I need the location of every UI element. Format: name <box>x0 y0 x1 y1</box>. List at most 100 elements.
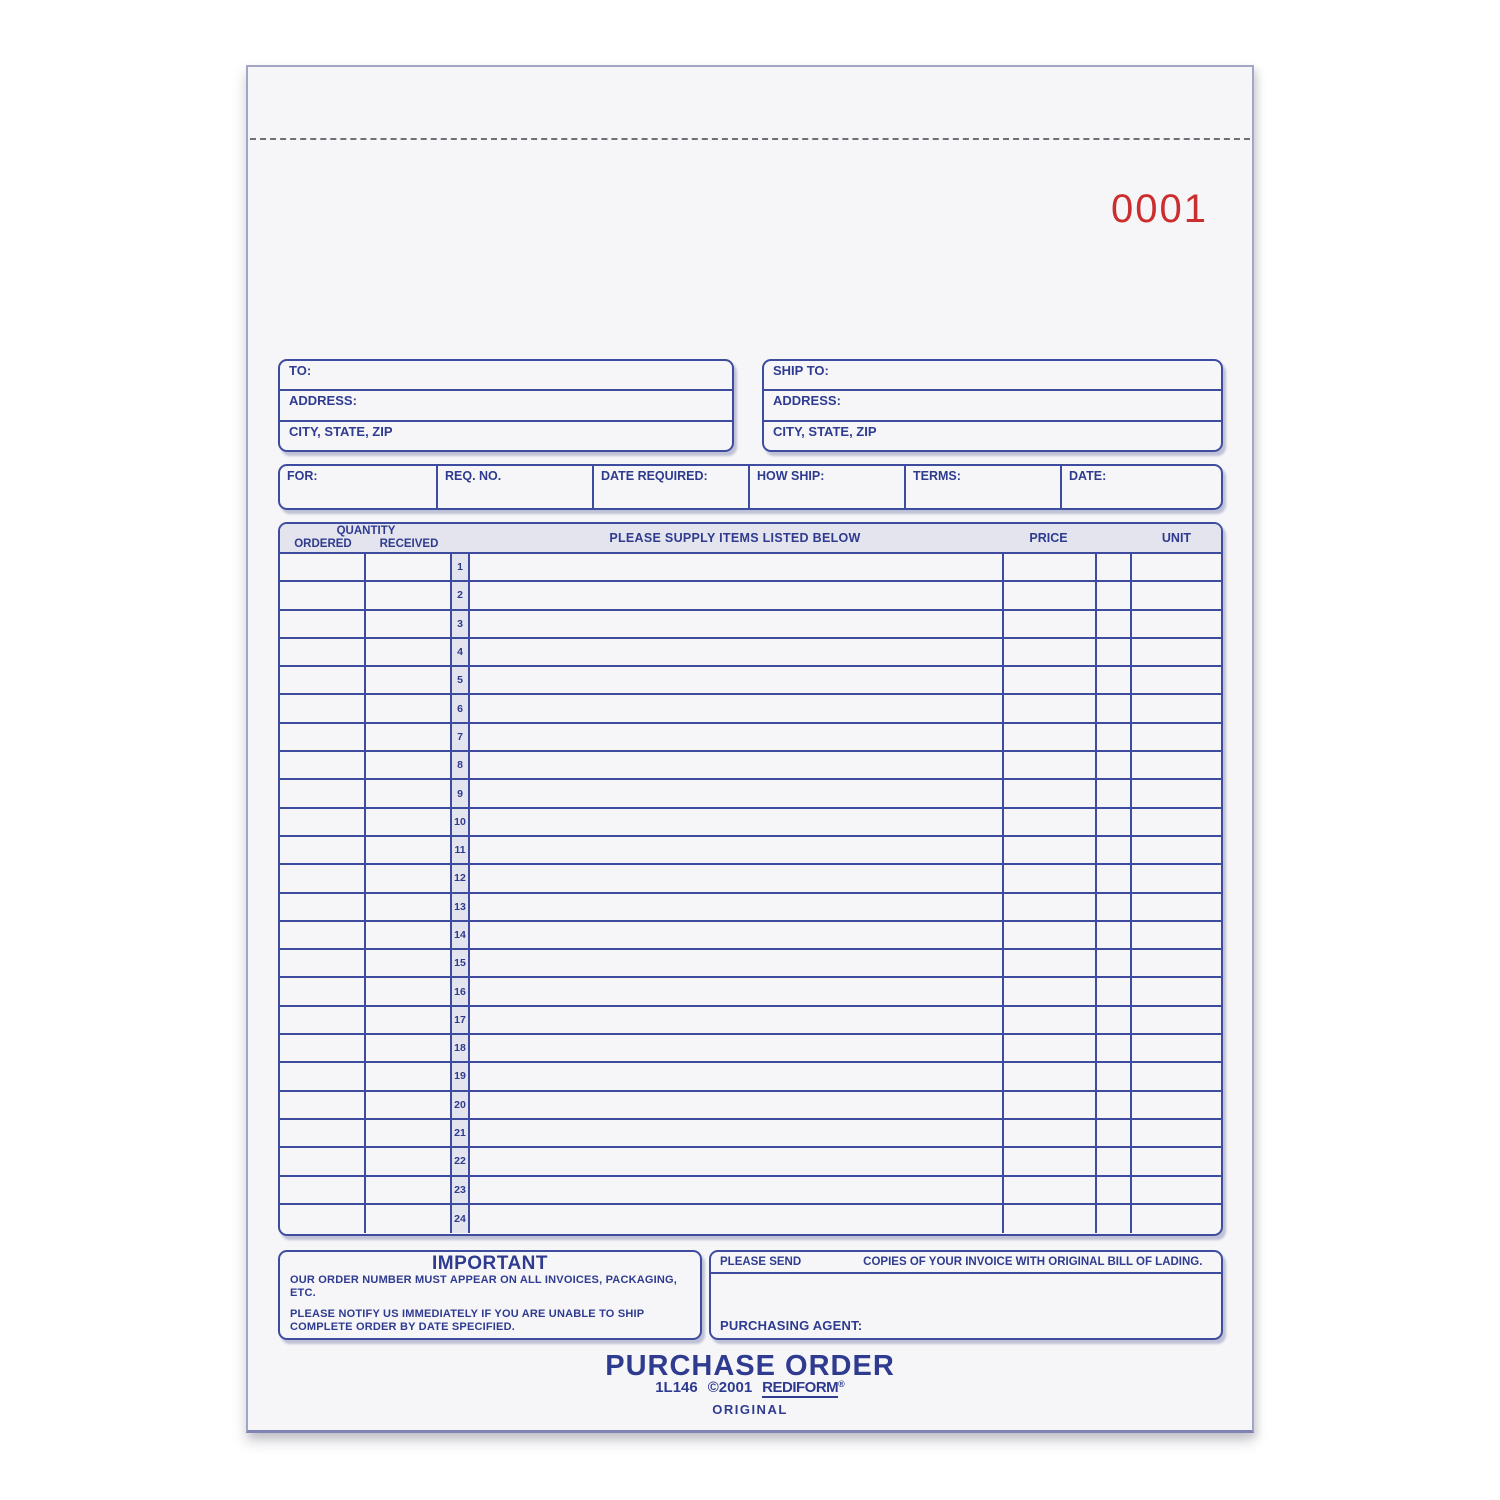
received-cell <box>366 950 452 977</box>
row-number: 8 <box>452 752 470 779</box>
unit-cell <box>1132 1063 1221 1089</box>
important-paragraph-2: PLEASE NOTIFY US IMMEDIATELY IF YOU ARE … <box>290 1308 645 1333</box>
price-cell <box>1004 836 1097 864</box>
for-field: FOR: <box>287 469 318 483</box>
price-cents-cell <box>1097 780 1132 807</box>
ordered-cell <box>280 638 366 666</box>
price-cell <box>1004 723 1097 751</box>
row-number: 23 <box>452 1176 470 1203</box>
ordered-cell <box>280 1063 366 1090</box>
row-number: 3 <box>452 610 470 637</box>
received-cell <box>366 723 452 751</box>
received-cell <box>366 808 452 835</box>
unit-cell <box>1132 922 1221 948</box>
unit-header: UNIT <box>1161 531 1192 545</box>
price-cents-cell <box>1097 1204 1132 1234</box>
price-cents-cell <box>1097 978 1132 1005</box>
item-description-cell <box>470 1148 1004 1175</box>
item-row: 20 <box>280 1091 1221 1120</box>
row-number: 21 <box>452 1119 470 1147</box>
price-cell <box>1004 752 1097 779</box>
unit-cell <box>1132 978 1221 1004</box>
price-cell <box>1004 978 1097 1005</box>
row-number: 22 <box>452 1148 470 1175</box>
price-cell <box>1004 1063 1097 1090</box>
item-description-cell <box>470 723 1004 751</box>
received-cell <box>366 695 452 722</box>
price-cell <box>1004 1006 1097 1034</box>
unit-cell <box>1132 1205 1221 1233</box>
price-cents-cell <box>1097 1063 1132 1090</box>
item-description-cell <box>470 752 1004 779</box>
form-serial-number: 0001 <box>1111 187 1208 231</box>
to-address-field: ADDRESS: <box>280 389 732 419</box>
received-cell <box>366 1035 452 1062</box>
unit-cell <box>1132 780 1221 806</box>
item-row: 11 <box>280 836 1221 866</box>
price-cents-cell <box>1097 950 1132 977</box>
price-cents-cell <box>1097 1035 1132 1062</box>
price-cents-cell <box>1097 836 1132 864</box>
unit-cell <box>1132 695 1221 721</box>
date-field: DATE: <box>1060 466 1221 508</box>
ordered-cell <box>280 1204 366 1234</box>
item-row: 4 <box>280 638 1221 668</box>
ordered-cell <box>280 865 366 892</box>
price-cell <box>1004 893 1097 920</box>
price-cents-cell <box>1097 893 1132 920</box>
unit-cell <box>1132 1092 1221 1118</box>
price-cell <box>1004 695 1097 722</box>
order-info-row: FOR: REQ. NO. DATE REQUIRED: HOW SHIP: T… <box>278 464 1223 510</box>
price-cell <box>1004 1204 1097 1234</box>
item-description-cell <box>470 1006 1004 1034</box>
item-row: 18 <box>280 1035 1221 1064</box>
form-code: 1L146 <box>655 1379 698 1396</box>
unit-cell <box>1132 894 1221 920</box>
item-description-cell <box>470 1063 1004 1090</box>
price-cents-cell <box>1097 582 1132 609</box>
to-address-box: TO: ADDRESS: CITY, STATE, ZIP <box>278 359 734 452</box>
item-row: 3 <box>280 610 1221 639</box>
invoice-copies-box: PLEASE SEND COPIES OF YOUR INVOICE WITH … <box>709 1250 1223 1340</box>
ordered-cell <box>280 667 366 694</box>
received-cell <box>366 582 452 609</box>
item-description-cell <box>470 950 1004 977</box>
item-description-cell <box>470 582 1004 609</box>
received-cell <box>366 1148 452 1175</box>
ship-to-address-box: SHIP TO: ADDRESS: CITY, STATE, ZIP <box>762 359 1223 452</box>
quantity-header: QUANTITY <box>336 525 396 537</box>
ordered-cell <box>280 1176 366 1203</box>
price-cell <box>1004 1148 1097 1175</box>
received-cell <box>366 554 452 581</box>
row-number: 5 <box>452 667 470 694</box>
received-cell <box>366 752 452 779</box>
item-row: 7 <box>280 723 1221 753</box>
item-description-cell <box>470 836 1004 864</box>
unit-cell <box>1132 582 1221 608</box>
received-cell <box>366 978 452 1005</box>
item-description-cell <box>470 610 1004 637</box>
copies-instruction: COPIES OF YOUR INVOICE WITH ORIGINAL BIL… <box>863 1256 1203 1268</box>
received-cell <box>366 1204 452 1234</box>
price-cents-cell <box>1097 808 1132 835</box>
quantity-header-group: QUANTITY ORDERED RECEIVED <box>280 525 452 551</box>
item-description-cell <box>470 865 1004 892</box>
ordered-cell <box>280 554 366 581</box>
item-row: 5 <box>280 667 1221 696</box>
item-row: 9 <box>280 780 1221 809</box>
ship-city-state-zip-field: CITY, STATE, ZIP <box>764 419 1221 450</box>
to-field: TO: <box>289 363 312 378</box>
item-row: 12 <box>280 865 1221 894</box>
unit-cell <box>1132 950 1221 976</box>
unit-cell <box>1132 1148 1221 1174</box>
unit-cell <box>1132 554 1221 580</box>
price-cents-cell <box>1097 1091 1132 1118</box>
received-cell <box>366 610 452 637</box>
important-title: IMPORTANT <box>431 1253 549 1274</box>
price-cents-cell <box>1097 610 1132 637</box>
rediform-logo: REDIFORM <box>762 1379 839 1398</box>
please-send-row: PLEASE SEND COPIES OF YOUR INVOICE WITH … <box>711 1252 1221 1274</box>
form-title: PURCHASE ORDER <box>605 1350 895 1382</box>
price-cell <box>1004 1035 1097 1062</box>
unit-cell <box>1132 667 1221 693</box>
